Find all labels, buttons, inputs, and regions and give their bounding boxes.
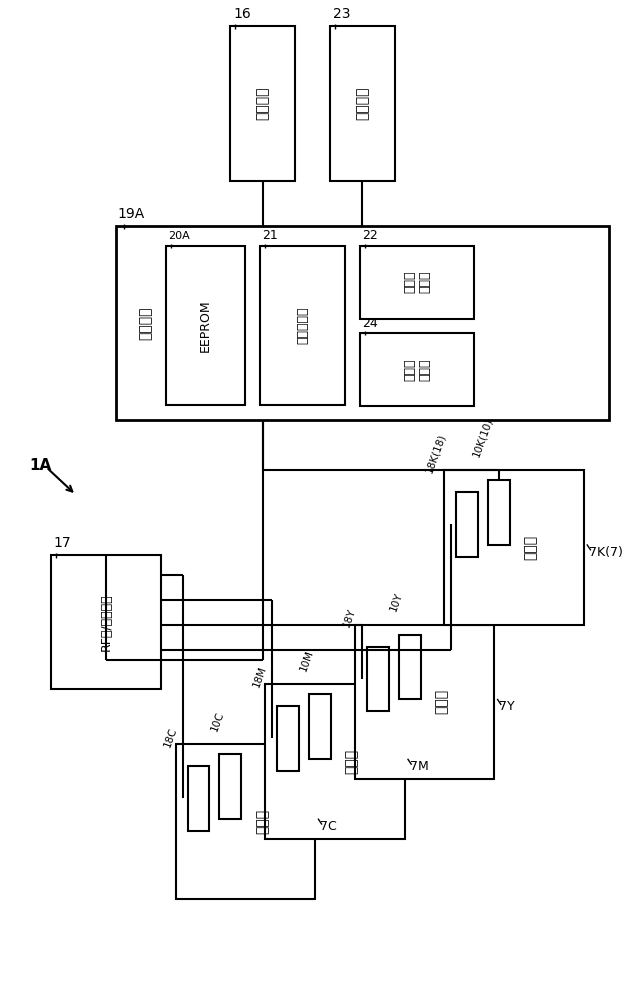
Bar	[265, 684, 404, 839]
Bar	[488, 480, 510, 545]
Text: 16: 16	[233, 7, 251, 21]
Text: 1A: 1A	[29, 458, 52, 473]
Text: RF读/写控制器: RF读/写控制器	[100, 593, 112, 651]
Bar	[355, 625, 494, 779]
Text: 鼓单元: 鼓单元	[255, 809, 269, 834]
Text: 数旋转
计算部: 数旋转 计算部	[403, 359, 431, 381]
Bar	[309, 694, 331, 759]
Bar	[188, 766, 210, 831]
Bar	[277, 706, 299, 771]
Text: 22: 22	[362, 229, 378, 242]
Text: 鼓单元: 鼓单元	[344, 749, 358, 774]
Bar	[166, 246, 245, 405]
Bar	[231, 26, 295, 181]
Bar	[260, 246, 345, 405]
Bar	[360, 333, 474, 406]
Text: 7C: 7C	[320, 820, 337, 833]
Bar	[116, 226, 609, 420]
Text: 18M: 18M	[251, 664, 268, 688]
Bar	[399, 635, 420, 699]
Text: 7K(7): 7K(7)	[589, 546, 622, 559]
Text: 10K(10): 10K(10)	[471, 416, 494, 458]
Text: 鼓单元: 鼓单元	[524, 535, 538, 560]
Bar	[367, 647, 389, 711]
Bar	[51, 555, 160, 689]
Bar	[360, 246, 474, 319]
Text: 18Y: 18Y	[342, 607, 358, 629]
Text: 7Y: 7Y	[499, 700, 515, 713]
Text: 10M: 10M	[298, 648, 315, 673]
Text: 7M: 7M	[410, 760, 428, 773]
Text: 数使用
计数部: 数使用 计数部	[403, 271, 431, 293]
Bar	[330, 26, 395, 181]
Bar	[219, 754, 242, 819]
Bar	[456, 492, 479, 557]
Text: 10Y: 10Y	[389, 591, 404, 613]
Text: 寿命确定部: 寿命确定部	[296, 307, 309, 344]
Bar	[176, 744, 315, 899]
Text: EEPROM: EEPROM	[199, 299, 212, 352]
Bar	[445, 470, 584, 625]
Text: 19A: 19A	[118, 207, 145, 221]
Text: 鼓单元: 鼓单元	[435, 689, 449, 714]
Text: 人机接口: 人机接口	[256, 87, 270, 120]
Text: 18C: 18C	[162, 726, 179, 748]
Text: 18K(18): 18K(18)	[424, 432, 447, 474]
Text: 打印引擎: 打印引擎	[355, 87, 369, 120]
Text: 10C: 10C	[209, 710, 226, 732]
Text: 24: 24	[362, 317, 378, 330]
Text: 20A: 20A	[167, 231, 189, 241]
Text: 主控制器: 主控制器	[139, 306, 153, 340]
Text: 17: 17	[53, 536, 71, 550]
Text: 21: 21	[262, 229, 278, 242]
Text: 23: 23	[333, 7, 350, 21]
